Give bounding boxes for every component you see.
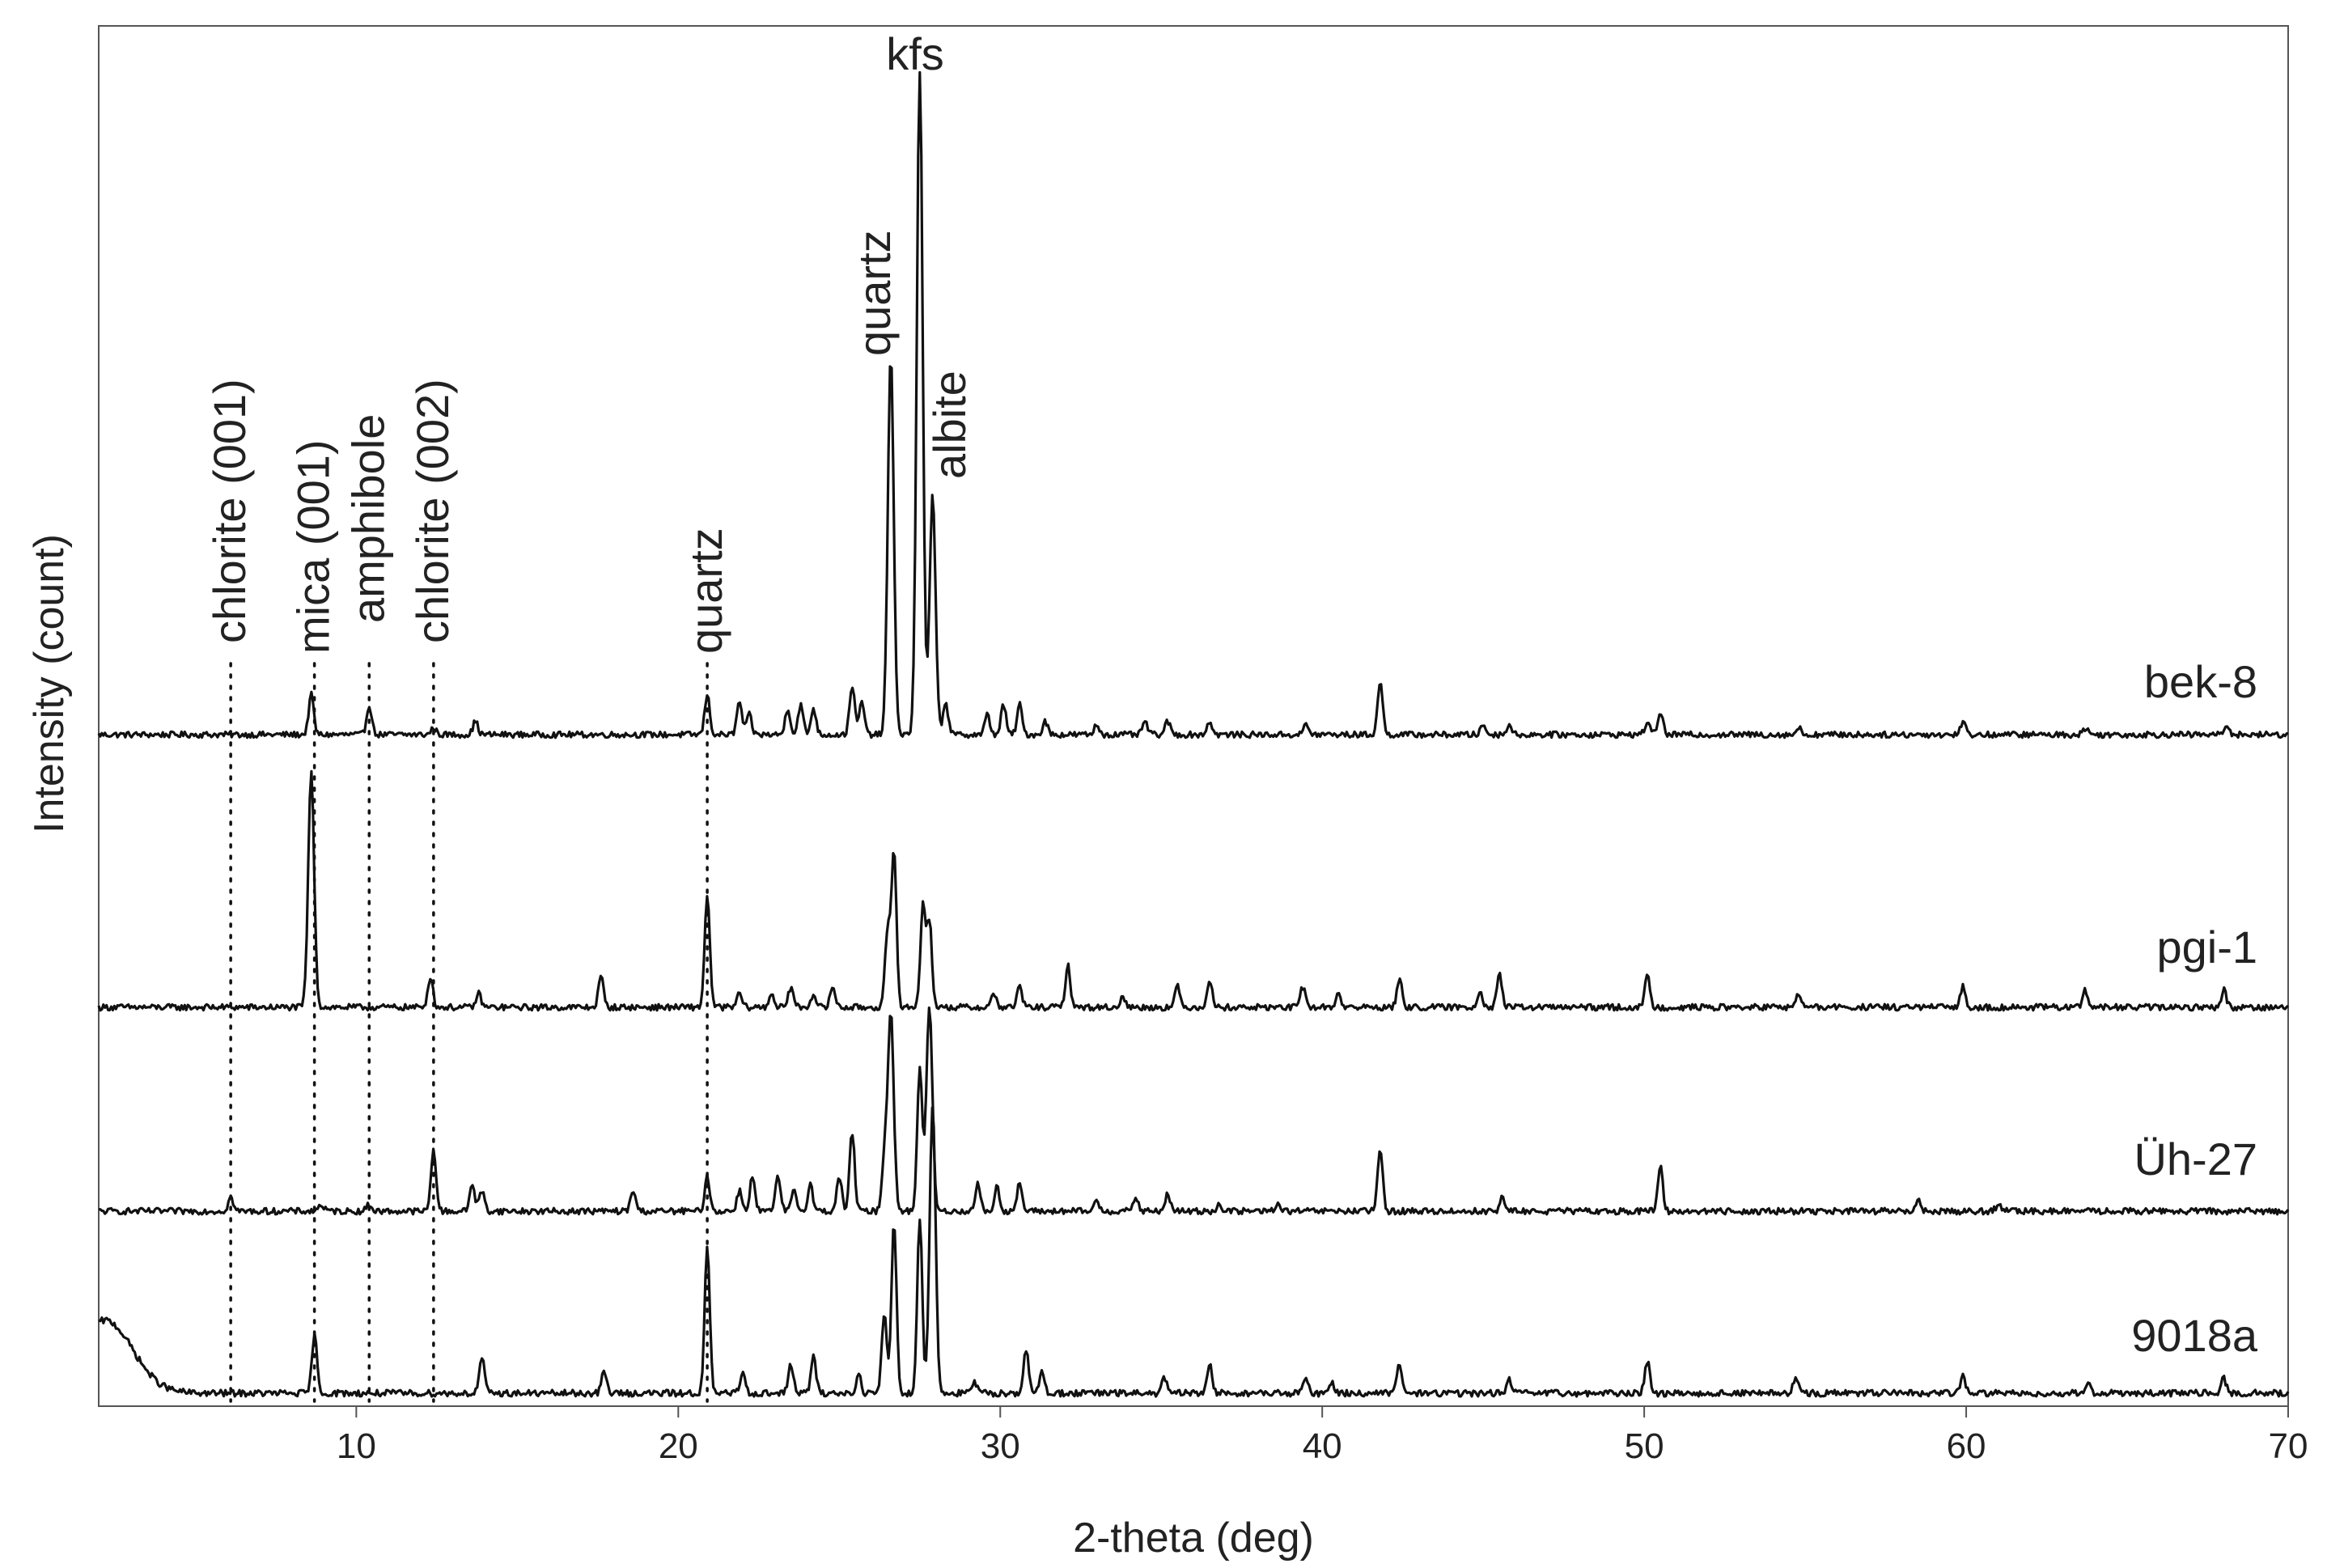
y-axis-title: Intensity (count) [26,534,73,833]
reference-line-label: quartz [680,528,731,654]
peak-annotation: albite [924,371,975,479]
series-line [97,70,2289,740]
reference-line-label: mica (001) [288,439,339,654]
x-tick-label: 20 [659,1426,698,1466]
series-line [98,1006,2290,1216]
series-label: pgi-1 [2156,922,2257,973]
peak-annotation: quartz [849,230,900,356]
x-tick-label: 10 [337,1426,376,1466]
reference-line-label: amphibole [342,414,393,623]
x-tick-label: 50 [1625,1426,1664,1466]
x-tick-label: 30 [981,1426,1020,1466]
peak-annotation: kfs [886,28,944,79]
series-label: Üh-27 [2134,1134,2257,1184]
reference-line-label: chlorite (001) [204,379,255,643]
x-tick-label: 60 [1947,1426,1986,1466]
x-axis-title: 2-theta (deg) [1073,1515,1314,1562]
series-line [98,1106,2290,1398]
x-tick-label: 40 [1303,1426,1342,1466]
x-tick-label: 70 [2269,1426,2308,1466]
series-line [97,769,2289,1012]
reference-line-label: chlorite (002) [407,379,458,643]
series-label: bek-8 [2144,656,2257,707]
series-label: 9018a [2131,1310,2258,1361]
plot-frame [98,25,2289,1407]
